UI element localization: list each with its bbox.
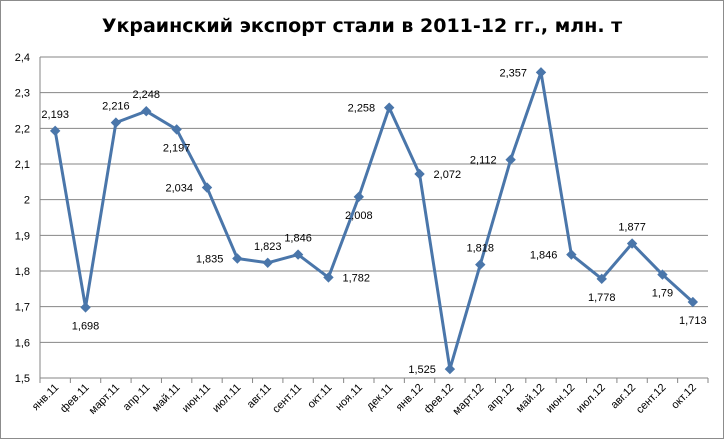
- data-label: 2,034: [165, 183, 193, 195]
- x-tick-label: март.11: [87, 382, 122, 417]
- data-label: 2,072: [434, 169, 462, 181]
- data-point: [657, 269, 668, 280]
- data-label: 1,782: [342, 272, 370, 284]
- y-tick-label: 2: [24, 195, 30, 207]
- y-tick-label: 2,3: [15, 88, 30, 100]
- data-label: 1,698: [72, 320, 100, 332]
- data-point: [262, 257, 273, 269]
- x-tick-label: окт.12: [669, 382, 699, 412]
- data-label: 1,713: [679, 315, 707, 327]
- data-point: [444, 363, 456, 375]
- data-label: 2,112: [470, 155, 497, 167]
- x-tick-label: июн.11: [180, 382, 213, 415]
- data-point: [292, 249, 304, 260]
- y-tick-label: 2,4: [15, 52, 30, 64]
- x-tick-label: май.12: [514, 382, 547, 415]
- axes: [39, 57, 709, 383]
- data-point: [110, 117, 122, 128]
- data-point: [414, 168, 425, 180]
- data-label: 1,818: [467, 243, 495, 255]
- data-label: 2,248: [133, 89, 161, 101]
- x-tick-label: сент.12: [634, 382, 669, 417]
- x-tick-label: июл.11: [210, 382, 243, 415]
- x-tick-label: апр.11: [121, 382, 153, 414]
- data-label: 1,823: [254, 241, 282, 253]
- data-label: 1,846: [284, 233, 312, 245]
- data-point: [171, 124, 182, 135]
- data-label: 1,778: [588, 292, 616, 304]
- data-label: 2,197: [163, 142, 191, 154]
- data-label: 1,79: [652, 288, 673, 300]
- x-tick-label: окт.11: [305, 382, 334, 411]
- x-tick-label: март.12: [451, 382, 487, 418]
- y-tick-label: 2,1: [15, 159, 30, 171]
- y-tick-label: 1,8: [15, 266, 30, 278]
- x-tick-label: апр.12: [485, 382, 517, 414]
- series-line: [53, 70, 694, 371]
- data-point: [353, 191, 365, 203]
- data-point: [505, 154, 516, 165]
- data-label: 1,877: [618, 222, 646, 234]
- data-point: [687, 296, 699, 308]
- y-tick-labels: 1,5 1,6 1,7 1,8 1,9 2 2,1 2,2 2,3 2,4: [15, 52, 30, 385]
- data-label: 1,525: [408, 364, 436, 376]
- x-tick-label: июл.12: [574, 382, 608, 416]
- data-label: 2,008: [345, 210, 373, 222]
- data-point: [201, 182, 213, 193]
- data-label: 2,216: [102, 101, 130, 113]
- data-point: [383, 102, 395, 113]
- x-tick-label: сент.11: [270, 382, 304, 416]
- data-label: 2,357: [499, 67, 527, 79]
- y-tick-label: 1,9: [15, 230, 30, 242]
- x-tick-label: июн.12: [544, 382, 578, 416]
- data-label: 2,193: [41, 109, 69, 121]
- x-tick-label: ноя.11: [333, 382, 365, 414]
- data-point: [475, 259, 486, 270]
- data-point: [323, 272, 334, 283]
- data-point: [535, 67, 547, 78]
- gridlines: [40, 56, 708, 343]
- y-tick-label: 1,7: [15, 302, 30, 314]
- y-tick-label: 1,5: [15, 373, 30, 385]
- data-point: [141, 106, 152, 117]
- x-tick-label: янв.11: [30, 382, 61, 413]
- chart-title: Украинский экспорт стали в 2011-12 гг., …: [101, 15, 623, 37]
- x-tick-labels: янв.11фев.11март.11апр.11май.11июн.11июл…: [30, 382, 699, 418]
- series: [49, 67, 699, 375]
- x-tick-label: май.11: [150, 382, 183, 415]
- x-tick-label: дек.11: [364, 382, 395, 413]
- x-tick-label: фев.11: [58, 382, 92, 416]
- data-point: [49, 125, 61, 137]
- x-tick-label: авг.11: [245, 382, 274, 411]
- data-point: [626, 238, 638, 249]
- data-point: [566, 249, 577, 260]
- data-point: [80, 302, 91, 313]
- y-tick-label: 1,6: [15, 337, 30, 349]
- data-point: [232, 253, 243, 264]
- y-tick-label: 2,2: [15, 123, 30, 135]
- x-tick-label: янв.12: [394, 382, 426, 414]
- data-label: 1,835: [196, 254, 224, 266]
- data-label: 1,846: [530, 250, 558, 262]
- data-label: 2,258: [348, 103, 376, 115]
- data-point: [596, 273, 607, 285]
